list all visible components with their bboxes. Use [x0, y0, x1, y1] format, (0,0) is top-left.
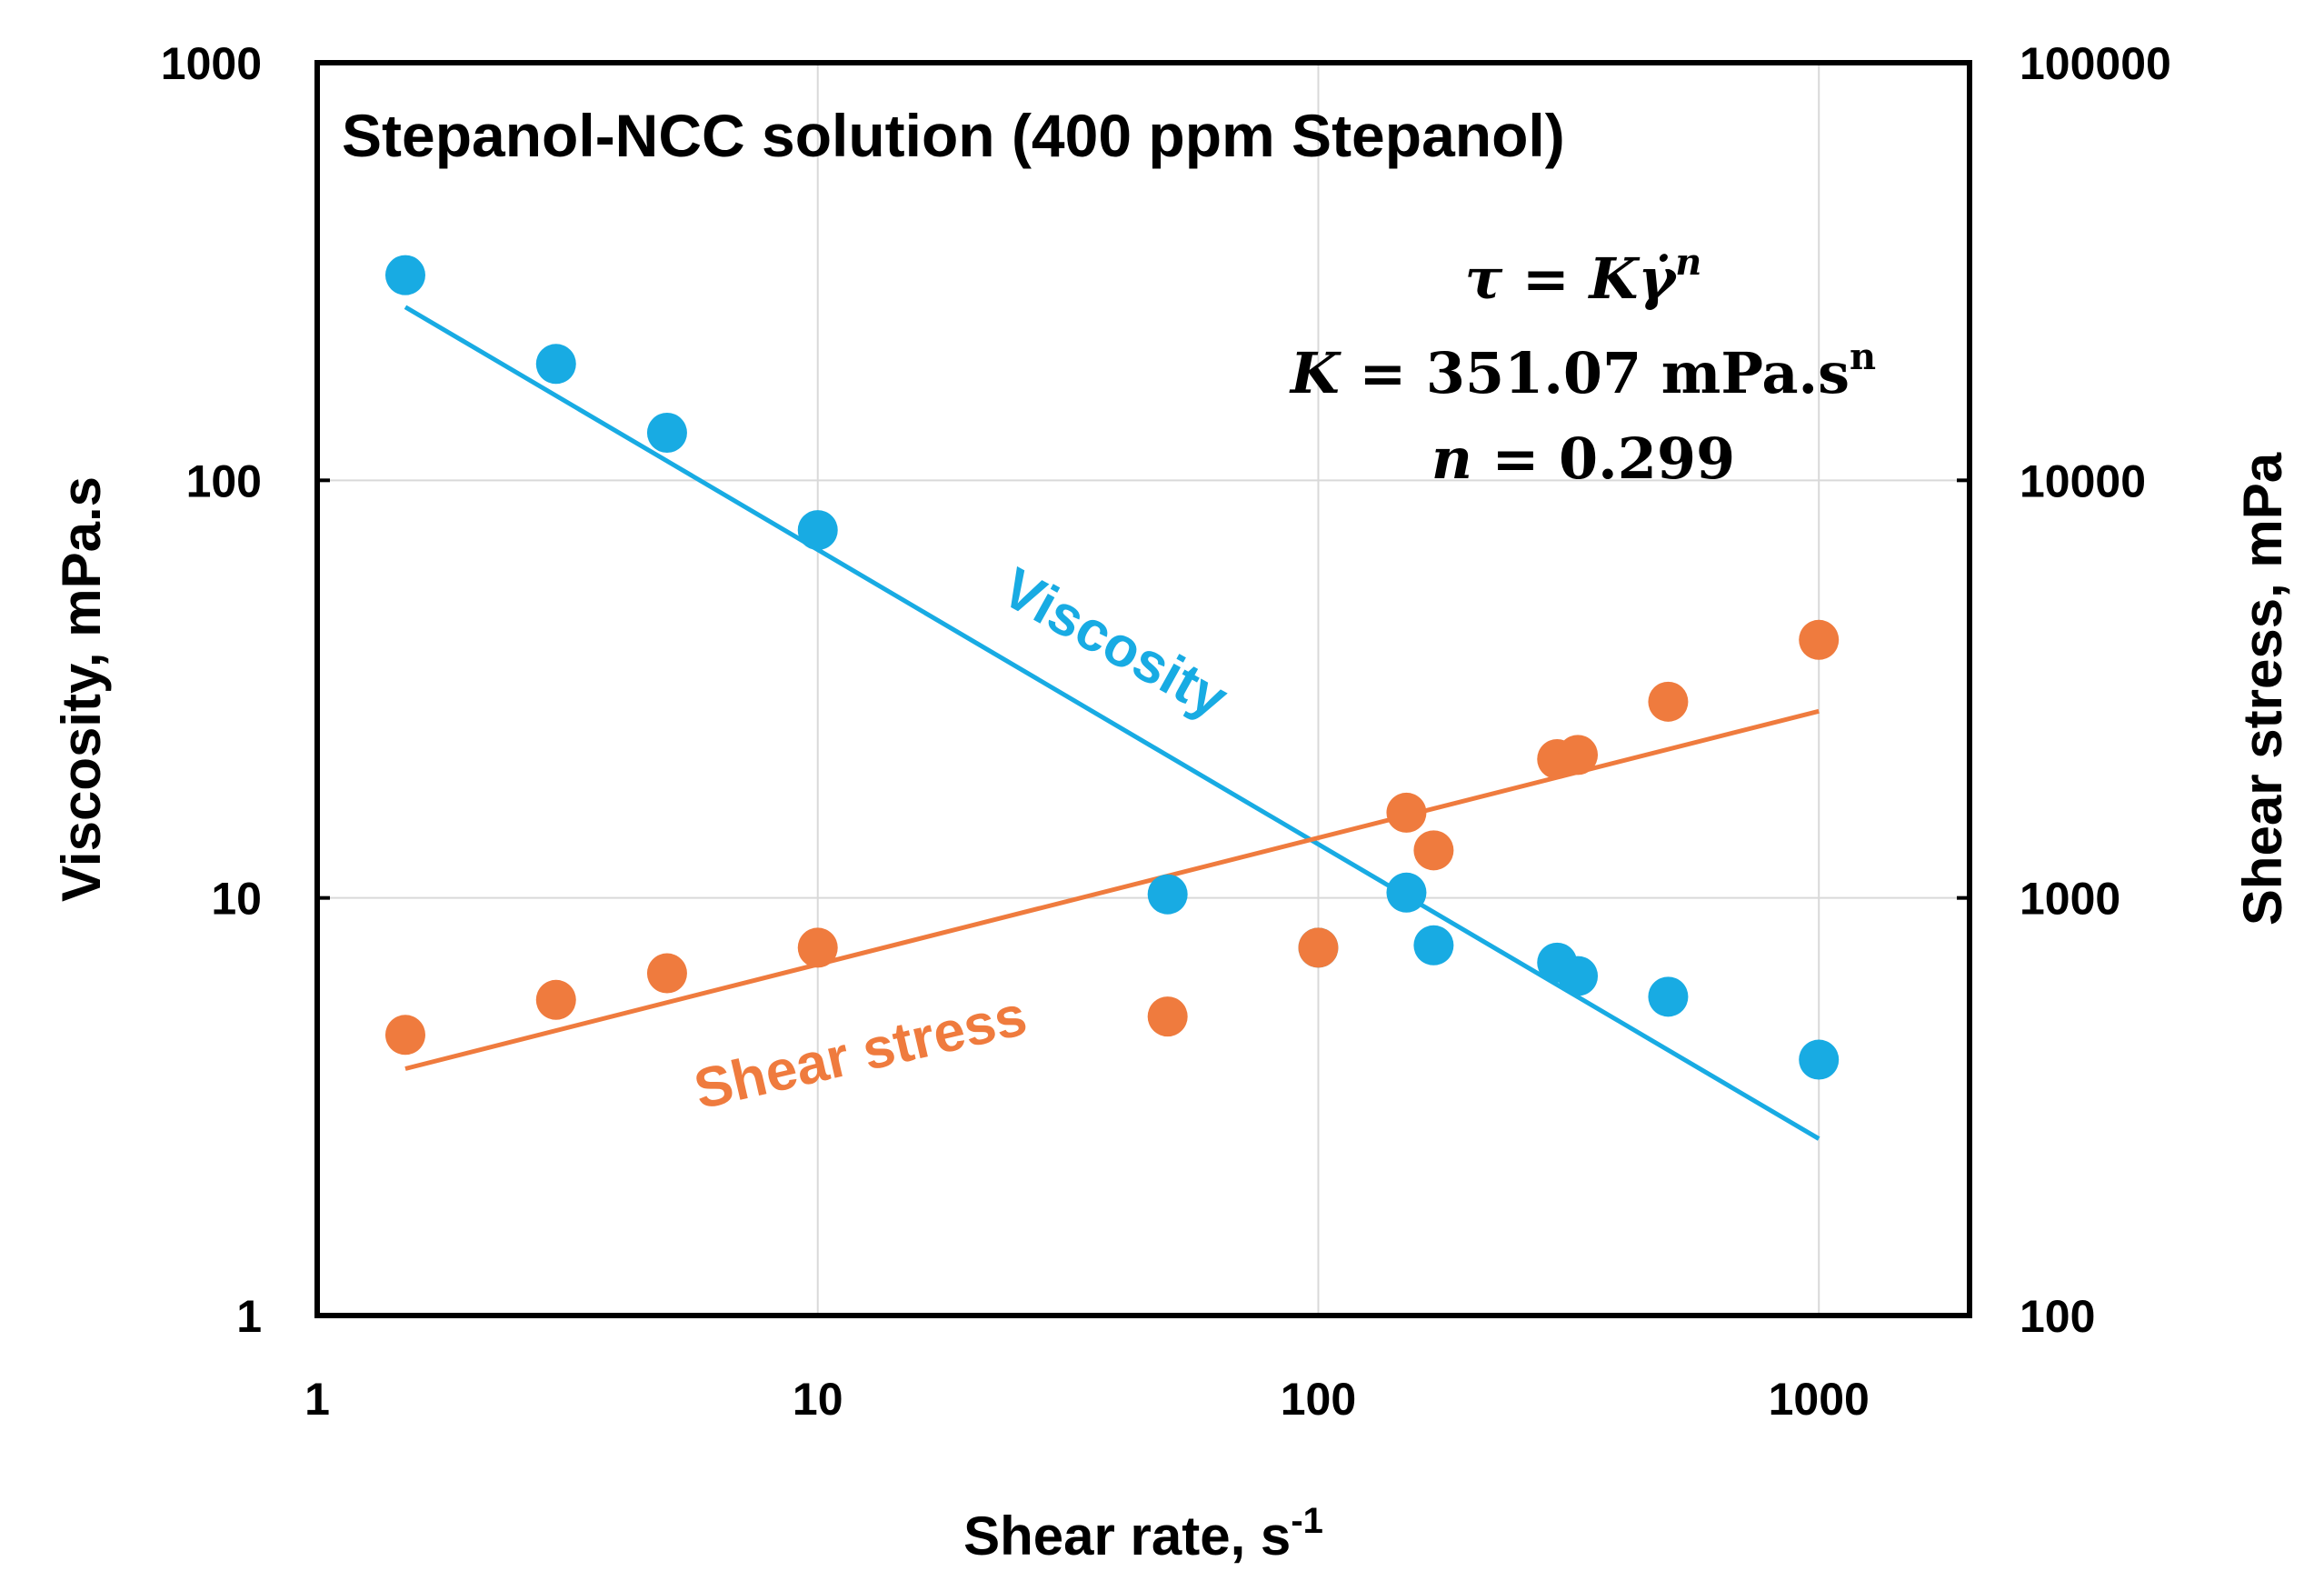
svg-text:n = 0.299: n = 0.299 — [1431, 425, 1735, 492]
shear-stress-point — [1386, 792, 1427, 833]
viscosity-point — [1799, 1039, 1840, 1080]
tick-labels: 1 10 100 1000 1 10 100 1000 100 1000 10000 100000 — [161, 38, 2171, 1425]
viscosity-point — [646, 412, 687, 453]
equation-annotation: τ = Kγ̇n K = 351.07 mPa.sn n = 0.299 — [1289, 241, 1876, 492]
viscosity-point — [384, 255, 425, 295]
chart-title: Stepanol-NCC solution (400 ppm Stepanol) — [342, 102, 1565, 169]
y-right-tick-label: 100 — [2020, 1291, 2095, 1342]
shear-stress-point — [797, 927, 838, 968]
viscosity-point — [1413, 925, 1454, 966]
viscosity-point — [1648, 976, 1689, 1017]
svg-text:K = 351.07 mPa.sn: K = 351.07 mPa.sn — [1289, 335, 1876, 406]
y-right-tick-label: 10000 — [2020, 455, 2146, 506]
x-axis-title: Shear rate, s-1 — [963, 1501, 1323, 1566]
series-label-shear-stress: Shear stress — [689, 985, 1032, 1122]
shear-stress-point — [1558, 735, 1599, 775]
y-right-tick-label: 100000 — [2020, 38, 2171, 89]
shear-stress-point — [1298, 927, 1339, 968]
y-left-tick-label: 10 — [211, 874, 262, 925]
viscosity-fit-line — [404, 305, 1820, 1141]
y-right-tick-label: 1000 — [2020, 874, 2120, 925]
x-tick-label: 1 — [304, 1374, 330, 1425]
y-axis-title-left: Viscosity, mPa.s — [51, 476, 112, 902]
shear-stress-point — [535, 979, 576, 1020]
shear-stress-point — [1648, 681, 1689, 722]
viscosity-point — [535, 344, 576, 385]
data-points — [384, 255, 1840, 1080]
y-left-tick-label: 1000 — [161, 38, 262, 89]
x-tick-label: 100 — [1281, 1374, 1356, 1425]
viscosity-point — [797, 510, 838, 551]
y-left-tick-label: 1 — [236, 1291, 262, 1342]
shear-stress-point — [646, 953, 687, 994]
shear-stress-point — [384, 1015, 425, 1056]
shear-stress-point — [1413, 830, 1454, 871]
x-tick-label: 10 — [793, 1374, 843, 1425]
viscosity-point — [1147, 874, 1188, 915]
x-tick-label: 1000 — [1769, 1374, 1870, 1425]
shear-stress-point — [1147, 996, 1188, 1037]
shear-stress-point — [1799, 619, 1840, 660]
series-label-viscosity: Viscosity — [992, 556, 1238, 731]
y-left-tick-label: 100 — [186, 455, 262, 506]
svg-text:τ = Kγ̇n: τ = Kγ̇n — [1465, 241, 1702, 312]
viscosity-point — [1386, 872, 1427, 913]
viscosity-point — [1558, 956, 1599, 996]
grid-lines — [317, 63, 1970, 1316]
y-axis-title-right: Shear stress, mPa — [2232, 452, 2293, 926]
plot-frame — [314, 60, 1972, 1318]
